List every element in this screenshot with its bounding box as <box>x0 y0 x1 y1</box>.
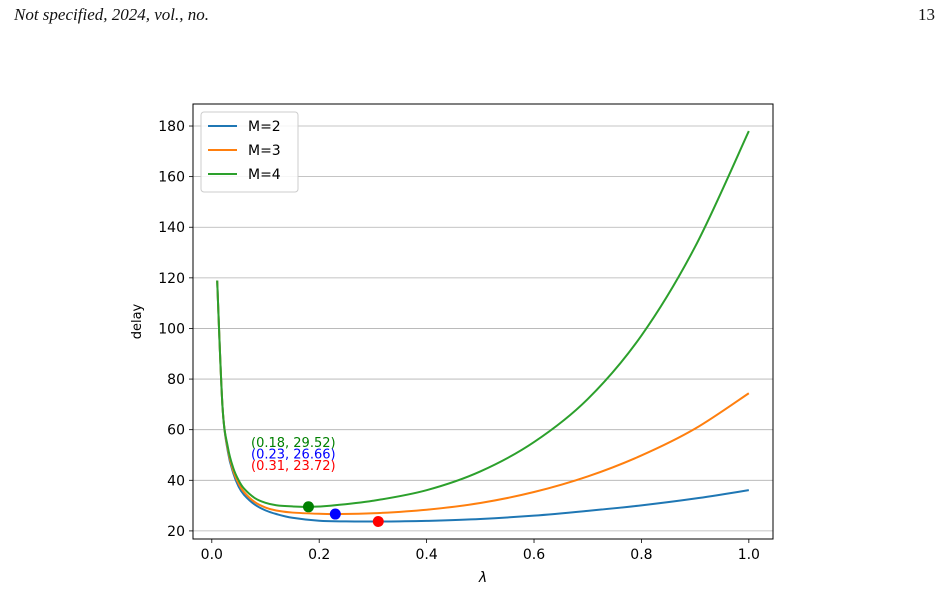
y-tick-label: 160 <box>158 170 185 186</box>
minimum-annotation: (0.18, 29.52) <box>251 436 336 451</box>
y-tick-label: 180 <box>158 119 185 135</box>
marker-layer <box>302 501 384 527</box>
y-tick-label: 80 <box>167 372 185 388</box>
legend-label: M=2 <box>248 119 281 135</box>
tick-layer: 20 40 60 80 100 120 140 160 180 0.0 0.2 0.4 0.6 0.8 1.… <box>158 119 760 563</box>
minimum-marker <box>329 508 341 520</box>
x-tick-label: 0.8 <box>630 547 652 563</box>
legend-label: M=3 <box>248 143 281 159</box>
y-tick-label: 40 <box>167 473 185 489</box>
y-tick-label: 140 <box>158 220 185 236</box>
x-tick-label: 0.4 <box>415 547 437 563</box>
series-line-m-3 <box>216 280 750 516</box>
annotation-layer: (0.18, 29.52)(0.23, 26.66)(0.31, 23.72) <box>251 436 336 474</box>
legend-box <box>200 111 299 193</box>
y-tick-label: 120 <box>158 271 185 287</box>
y-tick-label: 100 <box>158 321 185 337</box>
series-line-m-2 <box>216 280 749 523</box>
x-tick-label: 0.2 <box>308 547 330 563</box>
grid-layer <box>193 125 773 532</box>
minimum-marker <box>302 501 314 513</box>
x-tick-label: 1.0 <box>738 547 760 563</box>
legend: M=2 M=3 M=4 <box>200 111 299 193</box>
minimum-annotation: (0.23, 26.66) <box>251 448 336 463</box>
x-tick-label: 0.6 <box>523 547 545 563</box>
minimum-marker <box>372 515 384 527</box>
plot-frame <box>192 103 774 540</box>
minimum-annotation: (0.31, 23.72) <box>251 459 336 474</box>
y-tick-label: 60 <box>167 423 185 439</box>
y-axis-label: delay <box>130 303 145 339</box>
running-head: Not specified, 2024, vol., no. <box>14 5 210 24</box>
x-axis-label: λ <box>478 570 487 586</box>
x-tick-label: 0.0 <box>201 547 223 563</box>
y-tick-label: 20 <box>167 524 185 540</box>
legend-label: M=4 <box>248 167 281 183</box>
page-number: 13 <box>918 5 935 24</box>
